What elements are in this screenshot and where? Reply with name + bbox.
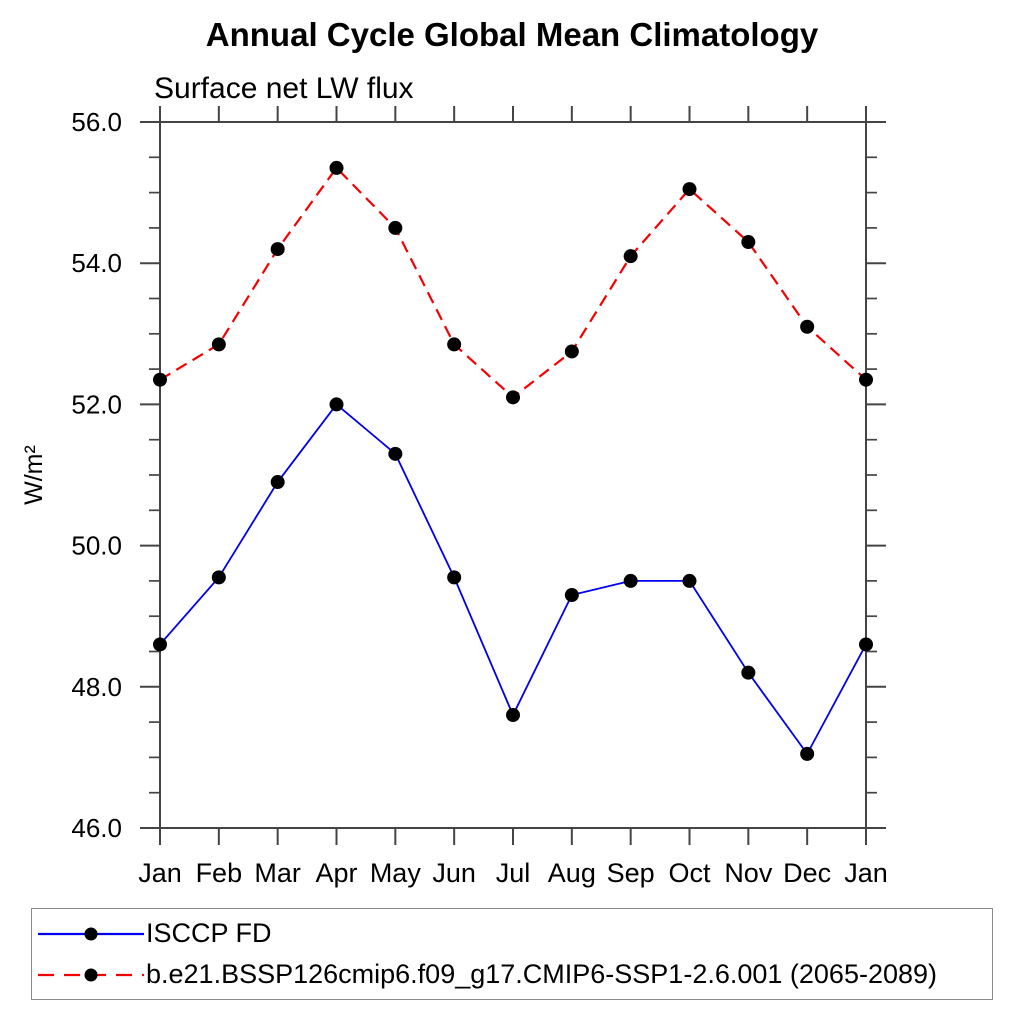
- x-axis-tick-label: Jan: [844, 858, 888, 888]
- y-axis-tick-label: 52.0: [71, 389, 122, 419]
- data-point-marker: [800, 746, 815, 761]
- legend-item-isccp-fd: ISCCP FD: [38, 913, 992, 954]
- y-axis-tick-label: 56.0: [71, 107, 122, 137]
- chart-title: Annual Cycle Global Mean Climatology: [205, 16, 819, 53]
- x-axis-tick-label: Nov: [724, 858, 773, 888]
- data-point-marker: [741, 235, 756, 250]
- data-point-marker: [388, 220, 403, 235]
- data-point-marker: [741, 665, 756, 680]
- data-point-marker: [682, 182, 697, 197]
- data-point-marker: [506, 390, 520, 405]
- data-point-marker: [270, 475, 285, 490]
- data-point-marker: [506, 708, 520, 723]
- x-axis-tick-label: Jul: [496, 858, 531, 888]
- legend-label-isccp-fd: ISCCP FD: [146, 918, 272, 948]
- data-point-marker: [564, 588, 579, 603]
- x-axis-tick-label: Sep: [607, 858, 655, 888]
- x-axis-tick-label: Dec: [783, 858, 831, 888]
- plot-frame: [159, 121, 867, 829]
- x-axis-tick-label: Feb: [196, 858, 243, 888]
- chart-subtitle: Surface net LW flux: [154, 72, 414, 105]
- data-point-marker: [623, 573, 638, 588]
- legend-box: ISCCP FD b.e21.BSSP126cmip6.f09_g17.CMIP…: [31, 908, 993, 1000]
- data-point-marker: [211, 337, 226, 352]
- data-point-marker: [800, 319, 815, 334]
- x-axis-tick-label: May: [370, 858, 422, 888]
- legend-label-model: b.e21.BSSP126cmip6.f09_g17.CMIP6-SSP1-2.…: [146, 959, 938, 989]
- data-point-marker: [153, 637, 167, 652]
- data-point-marker: [447, 570, 462, 585]
- data-point-marker: [329, 397, 344, 412]
- series-line-isccp-fd: [159, 403, 867, 756]
- data-point-marker: [153, 372, 167, 387]
- plot-area: 46.0 48.0 50.0 52.0 54.0 56.0 Jan Feb Mar Apr May J…: [20, 106, 888, 888]
- data-point-marker: [388, 446, 403, 461]
- y-axis-tick-label: 54.0: [71, 248, 122, 278]
- x-axis-tick-label: Jun: [432, 858, 476, 888]
- series-line-model: [159, 166, 867, 399]
- legend-line-sample-solid: [38, 927, 144, 940]
- x-axis-tick-label: Apr: [315, 858, 357, 888]
- legend-sample-marker: [84, 927, 98, 940]
- legend-line-sample-dashed: [38, 968, 144, 981]
- data-point-marker: [564, 344, 579, 359]
- data-point-marker: [623, 249, 638, 264]
- data-point-marker: [859, 372, 873, 387]
- x-axis-tick-label: Mar: [254, 858, 301, 888]
- data-point-marker: [211, 570, 226, 585]
- data-point-marker: [270, 242, 285, 257]
- legend-sample-marker: [84, 968, 98, 981]
- data-point-marker: [859, 637, 873, 652]
- x-axis-tick-label: Jan: [138, 858, 182, 888]
- y-axis-label: W/m²: [20, 445, 48, 505]
- x-axis-tick-label: Oct: [668, 858, 711, 888]
- data-point-marker: [329, 160, 344, 175]
- y-axis-tick-label: 50.0: [71, 531, 122, 561]
- y-axis-tick-label: 48.0: [71, 672, 122, 702]
- data-point-marker: [447, 337, 462, 352]
- legend-item-model: b.e21.BSSP126cmip6.f09_g17.CMIP6-SSP1-2.…: [38, 954, 992, 995]
- x-axis-tick-label: Aug: [548, 858, 596, 888]
- data-point-marker: [682, 573, 697, 588]
- y-axis-tick-label: 46.0: [71, 813, 122, 843]
